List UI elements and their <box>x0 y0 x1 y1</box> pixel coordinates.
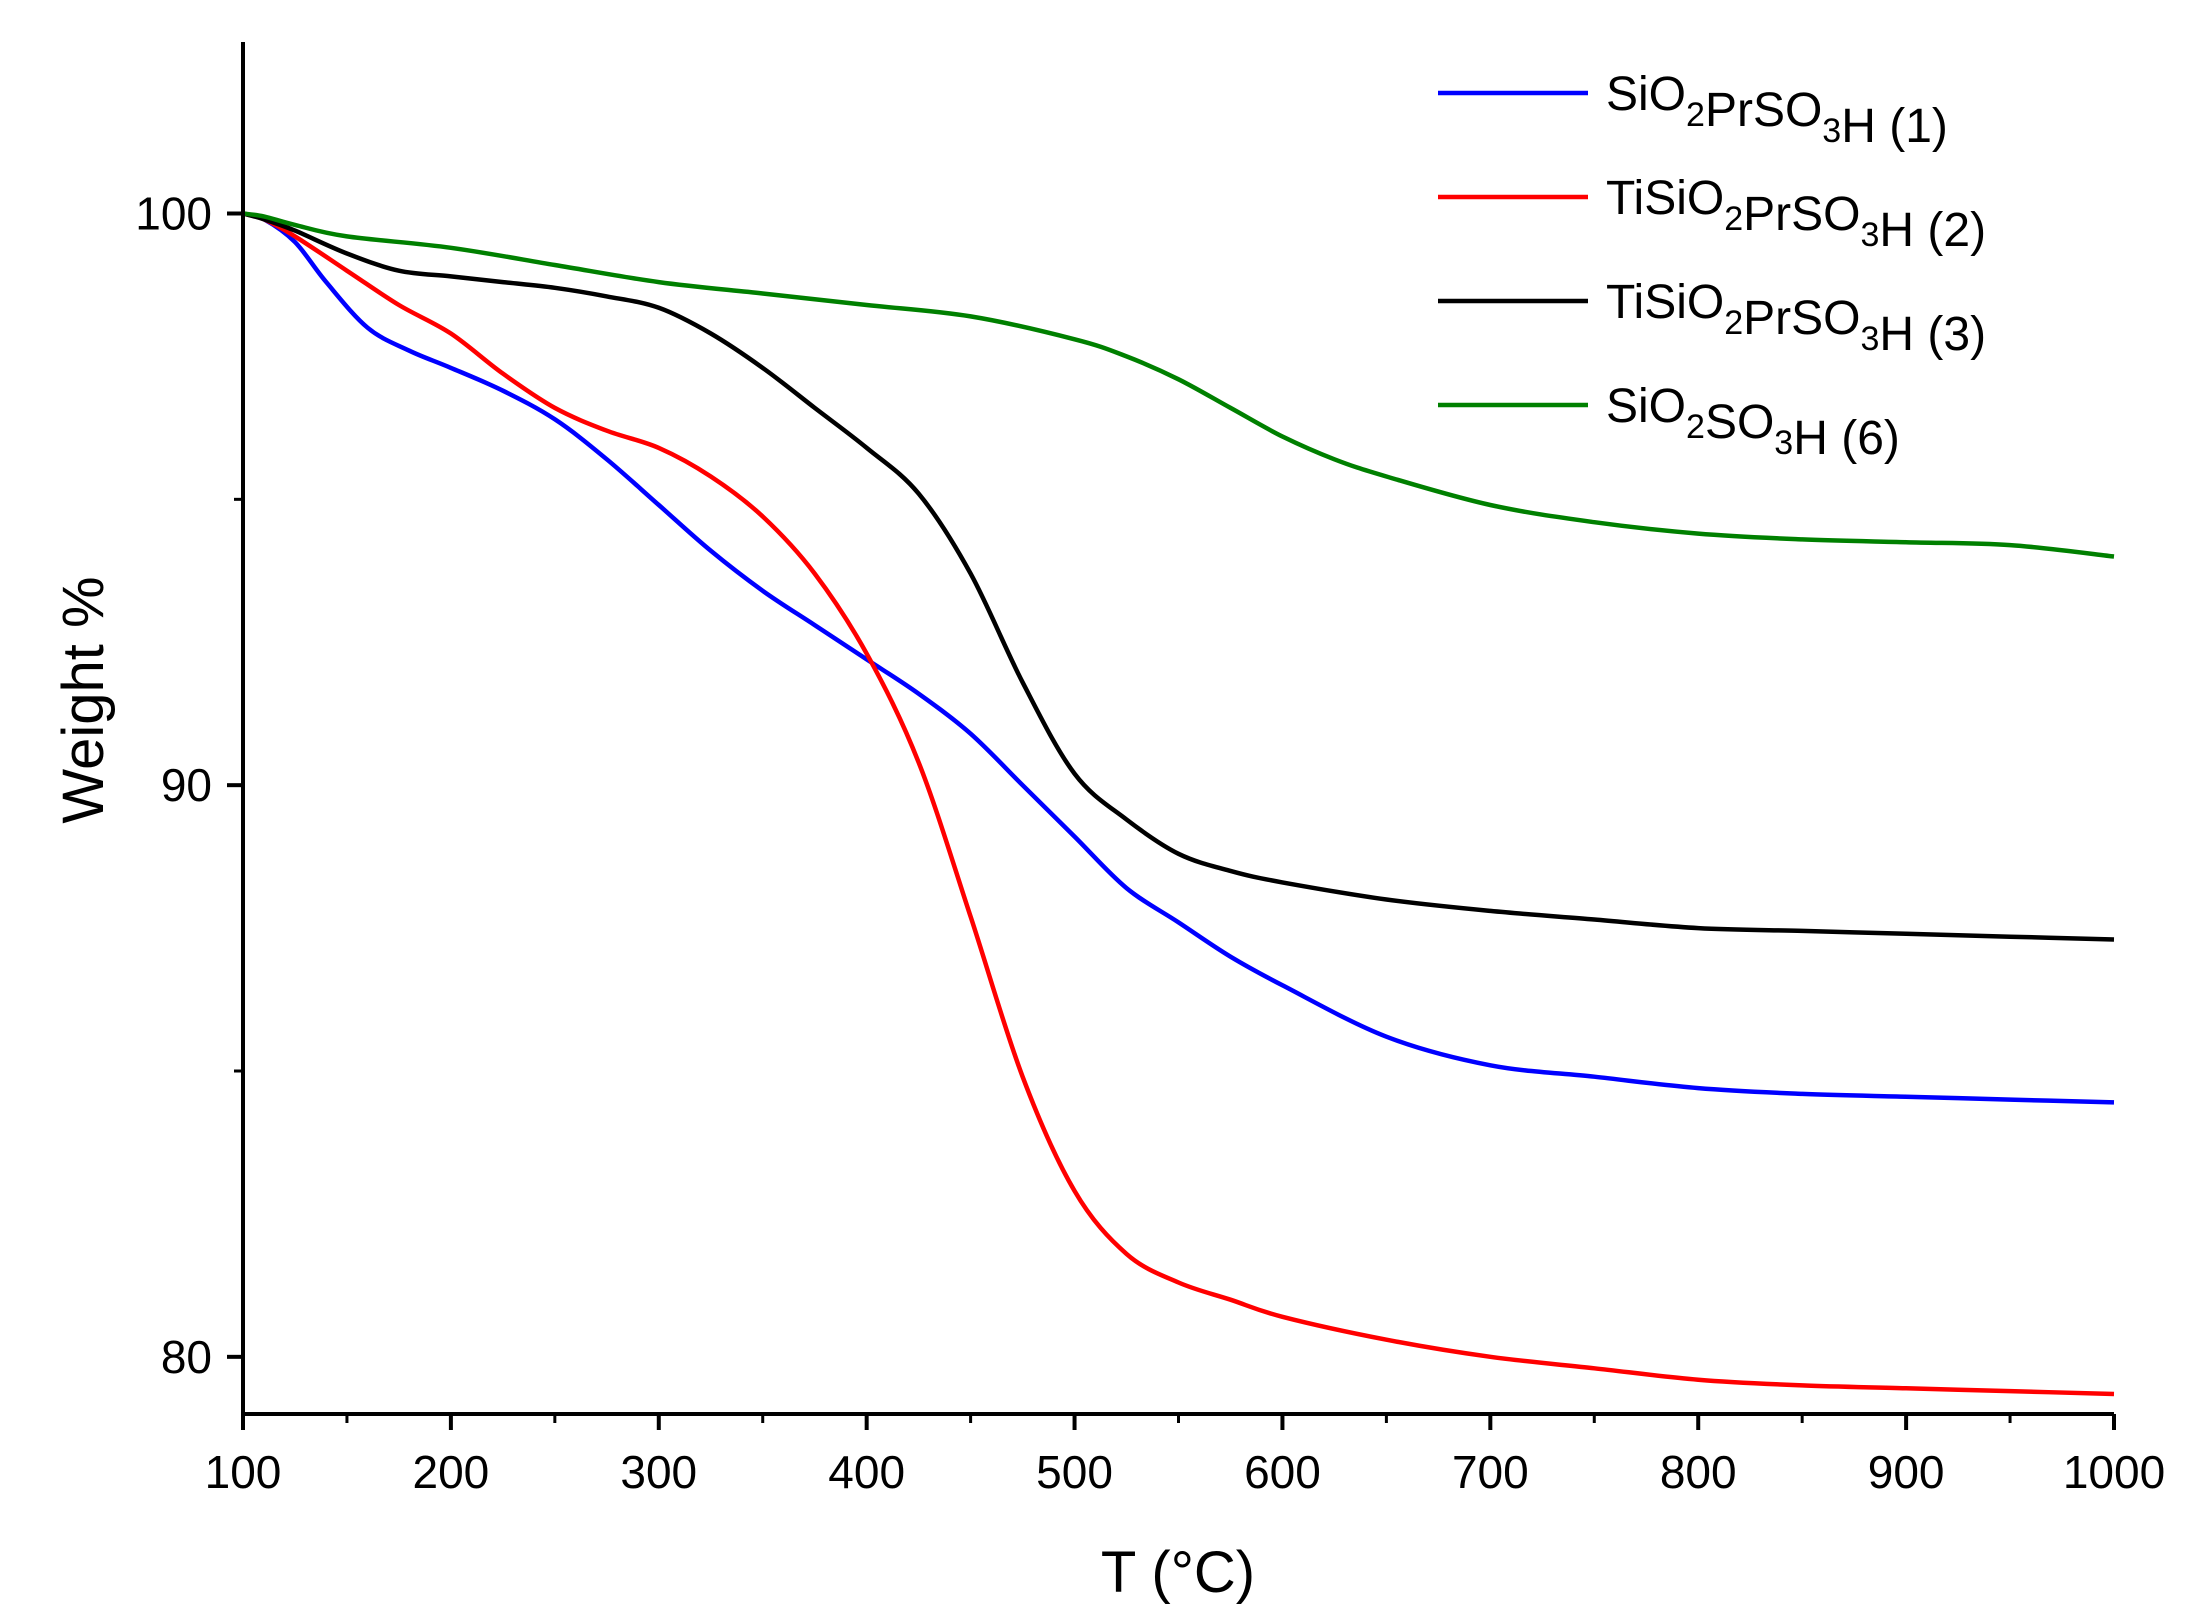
y-tick-label: 90 <box>161 759 212 811</box>
x-axis-title: T (°C) <box>1101 1540 1255 1605</box>
x-tick-label: 200 <box>413 1446 490 1498</box>
y-tick-label: 80 <box>161 1331 212 1383</box>
series-line-3 <box>242 211 2115 942</box>
x-tick-label: 400 <box>828 1446 905 1498</box>
x-tick-label: 800 <box>1660 1446 1737 1498</box>
legend-label-3: TiSiO2PrSO3H (3) <box>1606 276 1986 361</box>
tick-layer: 100 200 300 400 500 600 700 800 900 1000 80 90 100 <box>135 188 2165 1499</box>
x-tick-label: 900 <box>1868 1446 1945 1498</box>
x-tick-label: 700 <box>1452 1446 1529 1498</box>
x-tick-label: 1000 <box>2063 1446 2165 1498</box>
axes-layer <box>241 42 2114 1416</box>
x-tick-label: 300 <box>620 1446 697 1498</box>
legend-label-1: SiO2PrSO3H (1) <box>1606 68 1948 153</box>
series-line-4 <box>242 211 2115 559</box>
legend: SiO2PrSO3H (1) TiSiO2PrSO3H (2) TiSiO2PrSO… <box>1438 68 1986 465</box>
y-axis-title: Weight % <box>51 576 116 823</box>
x-tick-label: 500 <box>1036 1446 1113 1498</box>
x-tick-label: 600 <box>1244 1446 1321 1498</box>
series-line-2 <box>242 211 2115 1397</box>
legend-label-2: TiSiO2PrSO3H (2) <box>1606 172 1986 257</box>
series-layer <box>242 211 2115 1397</box>
series-line-1 <box>242 211 2115 1105</box>
x-tick-label: 100 <box>205 1446 282 1498</box>
y-tick-label: 100 <box>135 188 212 240</box>
legend-label-4: SiO2SO3H (6) <box>1606 380 1900 465</box>
